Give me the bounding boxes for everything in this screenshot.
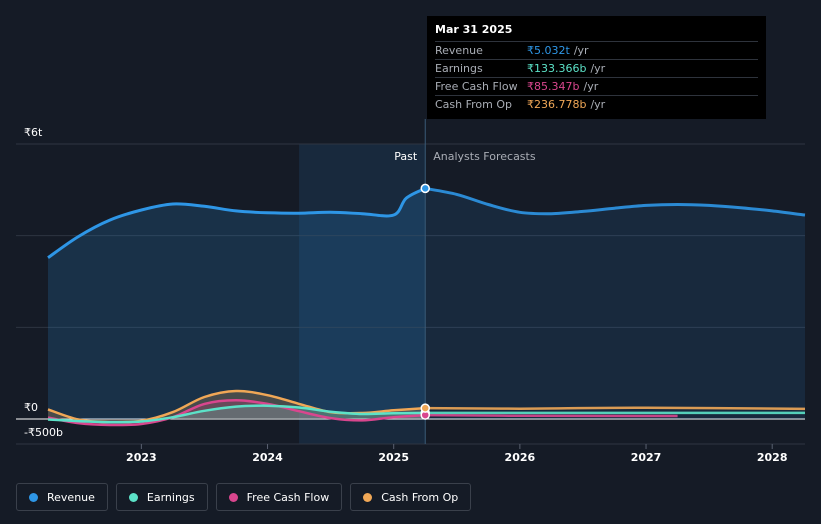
series-lines	[47, 186, 806, 427]
earnings-past-line	[47, 404, 426, 424]
tooltip-row-unit: /yr	[583, 80, 599, 93]
cash-from-op-forecast-line	[425, 406, 806, 411]
tooltip-row: Cash From Op ₹236.778b/yr	[435, 95, 758, 113]
free-cash-flow-past-line	[47, 398, 426, 427]
revenue-marker	[420, 183, 430, 194]
x-tick-label: 2027	[631, 451, 662, 464]
forecast-label: Analysts Forecasts	[433, 150, 536, 163]
x-tick-label: 2024	[252, 451, 283, 464]
legend-dot-icon	[128, 492, 138, 502]
legend-label: Free Cash Flow	[246, 490, 330, 504]
tooltip-row: Earnings ₹133.366b/yr	[435, 59, 758, 77]
series-markers	[420, 183, 430, 420]
legend-item-cash-from-op[interactable]: Cash From Op	[350, 483, 472, 511]
legend-item-revenue[interactable]: Revenue	[16, 483, 108, 511]
legend-dot-icon	[363, 492, 373, 502]
tooltip-row-value: ₹236.778b	[527, 98, 587, 111]
legend: Revenue Earnings Free Cash Flow Cash From O…	[16, 483, 472, 511]
free-cash-flow-forecast-line	[425, 413, 678, 418]
legend-dot-icon	[29, 492, 38, 502]
past-shade	[299, 144, 426, 444]
revenue-past-line	[47, 187, 426, 259]
legend-label: Cash From Op	[381, 490, 459, 504]
tooltip-row-unit: /yr	[590, 62, 606, 75]
past-label: Past	[394, 150, 418, 163]
tooltip-row-label: Cash From Op	[435, 98, 513, 111]
tooltip-row-label: Free Cash Flow	[435, 80, 518, 93]
tooltip-row-unit: /yr	[590, 98, 606, 111]
y-tick-label-bottom: -₹500b	[24, 426, 63, 439]
revenue-past-area	[48, 188, 426, 419]
legend-item-free-cash-flow[interactable]: Free Cash Flow	[215, 483, 343, 511]
tooltip-row: Free Cash Flow ₹85.347b/yr	[435, 77, 758, 95]
tooltip-row-value: ₹85.347b	[527, 80, 580, 93]
x-tick-label: 2028	[757, 451, 788, 464]
series-areas	[48, 188, 805, 426]
revenue-forecast-area	[425, 188, 805, 419]
legend-item-earnings[interactable]: Earnings	[115, 483, 208, 511]
y-tick-label-zero: ₹0	[24, 401, 38, 414]
x-tick-label: 2026	[505, 451, 536, 464]
x-tick-label: 2023	[126, 451, 157, 464]
tooltip-row-value: ₹5.032t	[527, 44, 570, 57]
tooltip-row-label: Revenue	[435, 44, 483, 57]
x-axis-ticks: 2023 2024 2025 2026 2027 2028	[126, 444, 788, 464]
y-tick-label-top: ₹6t	[24, 126, 43, 139]
tooltip-row: Revenue ₹5.032t/yr	[435, 41, 758, 59]
cash-from-op-marker	[420, 403, 430, 413]
tooltip-row-value: ₹133.366b	[527, 62, 587, 75]
legend-label: Revenue	[47, 490, 95, 504]
revenue-forecast-line	[424, 186, 806, 217]
tooltip: Mar 31 2025 Revenue ₹5.032t/yr Earnings ₹13…	[427, 16, 766, 119]
tooltip-date: Mar 31 2025	[435, 23, 513, 36]
x-tick-label: 2025	[378, 451, 409, 464]
tooltip-row-label: Earnings	[435, 62, 483, 75]
tooltip-row-unit: /yr	[573, 44, 589, 57]
legend-dot-icon	[228, 492, 238, 502]
legend-label: Earnings	[146, 490, 195, 504]
